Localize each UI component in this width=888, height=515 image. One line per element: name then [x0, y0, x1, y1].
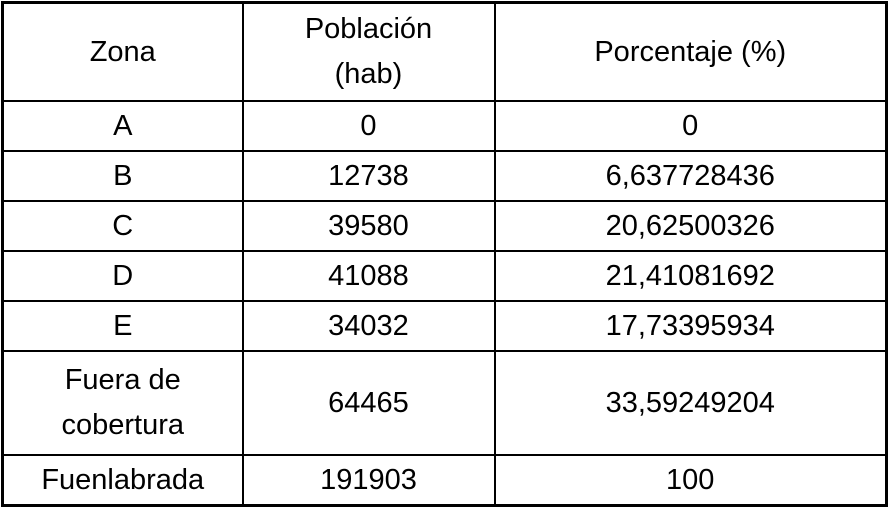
cell-porcentaje: 6,637728436 — [493, 150, 888, 202]
cell-poblacion: 191903 — [241, 454, 496, 507]
cell-porcentaje: 17,73395934 — [493, 300, 888, 352]
table-body: A 0 0 B 12738 6,637728436 C 39580 20,625… — [1, 100, 888, 507]
column-header-poblacion: Población (hab) — [241, 1, 496, 102]
table-header: Zona Población (hab) Porcentaje (%) — [1, 1, 888, 102]
column-header-zona: Zona — [1, 1, 244, 102]
cell-poblacion: 64465 — [241, 350, 496, 456]
table-row-zona-a: A 0 0 — [1, 100, 888, 152]
table-row-zona-c: C 39580 20,62500326 — [1, 200, 888, 252]
table-row-fuenlabrada-total: Fuenlabrada 191903 100 — [1, 454, 888, 507]
table-row-zona-d: D 41088 21,41081692 — [1, 250, 888, 302]
cell-porcentaje: 100 — [493, 454, 888, 507]
cell-poblacion: 39580 — [241, 200, 496, 252]
cell-porcentaje: 0 — [493, 100, 888, 152]
cell-zona: B — [1, 150, 244, 202]
cell-zona: C — [1, 200, 244, 252]
cell-poblacion: 41088 — [241, 250, 496, 302]
cell-porcentaje: 33,59249204 — [493, 350, 888, 456]
cell-porcentaje: 20,62500326 — [493, 200, 888, 252]
header-row: Zona Población (hab) Porcentaje (%) — [1, 1, 888, 102]
cell-zona: Fuera de cobertura — [1, 350, 244, 456]
cell-poblacion: 12738 — [241, 150, 496, 202]
cell-porcentaje: 21,41081692 — [493, 250, 888, 302]
cell-poblacion: 34032 — [241, 300, 496, 352]
table-row-zona-b: B 12738 6,637728436 — [1, 150, 888, 202]
cell-zona: D — [1, 250, 244, 302]
cell-poblacion: 0 — [241, 100, 496, 152]
cell-zona: Fuenlabrada — [1, 454, 244, 507]
table-row-fuera-de-cobertura: Fuera de cobertura 64465 33,59249204 — [1, 350, 888, 456]
cell-zona: E — [1, 300, 244, 352]
cell-zona: A — [1, 100, 244, 152]
table-row-zona-e: E 34032 17,73395934 — [1, 300, 888, 352]
column-header-porcentaje: Porcentaje (%) — [493, 1, 888, 102]
